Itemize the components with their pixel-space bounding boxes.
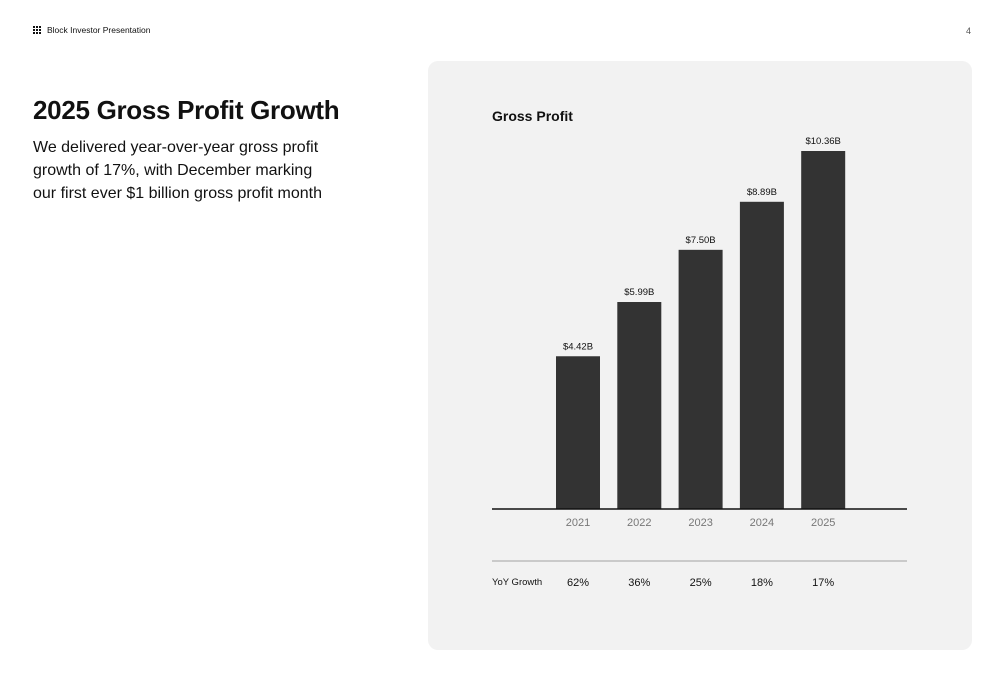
x-tick-2024: 2024 [750, 517, 774, 529]
bar-2022 [617, 302, 662, 509]
slide-headline: 2025 Gross Profit Growth [33, 95, 340, 125]
bar-2025 [801, 151, 846, 509]
bar-2024 [739, 201, 784, 509]
x-tick-2025: 2025 [811, 517, 835, 529]
bar-2021 [556, 356, 600, 509]
chart-panel: Gross Profit $4.42B 2021 62% $5.99B 2022 36% $7… [428, 61, 972, 650]
x-tick-2021: 2021 [566, 517, 590, 529]
gross-profit-chart: Gross Profit $4.42B 2021 62% $5.99B 2022 36% $7… [492, 108, 907, 589]
page-number: 4 [965, 26, 971, 36]
data-label-2025: $10.36B [805, 136, 840, 147]
header-title: Block Investor Presentation [47, 25, 151, 35]
x-tick-2023: 2023 [688, 517, 712, 529]
chart-title: Gross Profit [492, 108, 573, 124]
growth-value-2025: 17% [812, 577, 834, 589]
growth-row-label: YoY Growth [492, 577, 542, 588]
growth-value-2023: 25% [690, 577, 712, 589]
growth-value-2022: 36% [628, 577, 650, 589]
data-label-2022: $5.99B [624, 287, 654, 298]
growth-value-2024: 18% [751, 577, 773, 589]
slide-subtext: We delivered year-over-year gross profit… [33, 139, 323, 202]
growth-value-2021: 62% [567, 577, 589, 589]
data-label-2024: $8.89B [747, 187, 777, 198]
header: Block Investor Presentation [33, 25, 150, 35]
block-grid-logo-icon [33, 25, 42, 35]
data-label-2021: $4.42B [563, 341, 593, 352]
x-tick-2022: 2022 [627, 517, 651, 529]
bar-2023 [678, 249, 723, 509]
data-label-2023: $7.50B [686, 235, 716, 246]
